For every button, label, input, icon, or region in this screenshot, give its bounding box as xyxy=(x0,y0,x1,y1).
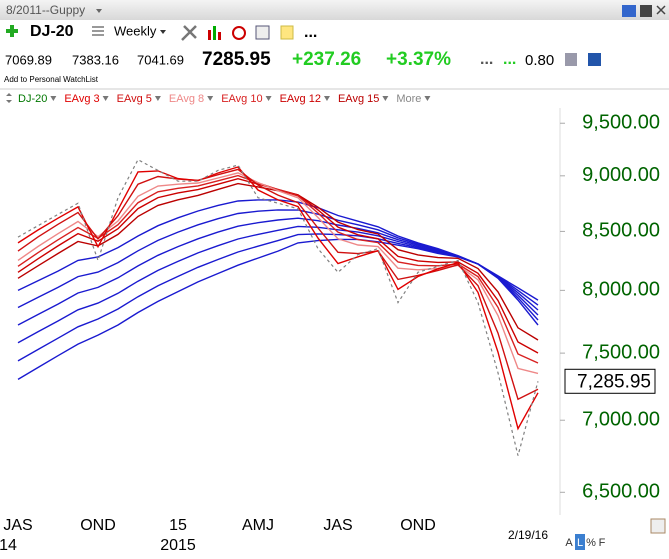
legend-arrow[interactable] xyxy=(6,93,12,103)
title-bar xyxy=(0,0,669,20)
x-tick-label: OND xyxy=(80,517,116,534)
edit-icon[interactable] xyxy=(650,518,666,534)
plot xyxy=(17,158,539,456)
period[interactable]: Weekly xyxy=(114,23,157,38)
db-icon[interactable] xyxy=(565,53,577,66)
legend-entry[interactable]: EAvg 10 xyxy=(221,93,262,105)
legend-entry[interactable]: EAvg 12 xyxy=(280,93,321,105)
average-line xyxy=(17,174,539,364)
legend-arrow[interactable] xyxy=(102,96,109,101)
y-tick-label: 7,000.00 xyxy=(582,409,660,431)
y-tick-label: 8,500.00 xyxy=(582,220,660,242)
legend-arrow[interactable] xyxy=(207,96,214,101)
y-tick-label: 6,500.00 xyxy=(582,481,660,503)
legend-arrow[interactable] xyxy=(50,96,57,101)
legend-arrow[interactable] xyxy=(323,96,330,101)
average-line xyxy=(17,217,539,326)
x-sublabel: 2015 xyxy=(160,537,196,554)
footer-button[interactable]: L xyxy=(577,537,583,549)
add-button[interactable] xyxy=(6,25,18,37)
symbol[interactable]: DJ-20 xyxy=(30,23,74,40)
x-tick-label: 2/19/16 xyxy=(508,528,548,542)
y-tick-label: 9,000.00 xyxy=(582,164,660,186)
x-tick-label: JAS xyxy=(3,517,32,534)
last-value-box xyxy=(564,368,656,394)
s-button[interactable] xyxy=(622,5,636,17)
legend-entry[interactable]: DJ-20 xyxy=(18,93,47,105)
list-icon[interactable] xyxy=(92,26,104,36)
close-button[interactable] xyxy=(656,5,666,15)
t-button[interactable] xyxy=(640,5,652,17)
y-tick-label: 8,000.00 xyxy=(582,279,660,301)
average-line xyxy=(17,182,539,341)
low: 7041.69 xyxy=(137,52,184,67)
high: 7383.16 xyxy=(72,52,119,67)
x-tick-label: 15 xyxy=(169,517,187,534)
y-tick-label: 9,500.00 xyxy=(582,112,660,134)
calc-icon[interactable] xyxy=(255,25,270,40)
footer-highlight xyxy=(575,534,585,550)
legend-entry[interactable]: EAvg 15 xyxy=(338,93,379,105)
last: 7285.95 xyxy=(202,49,271,70)
footer-button[interactable]: F xyxy=(599,537,606,549)
legend-entry[interactable]: EAvg 8 xyxy=(169,93,204,105)
dropdown-arrow[interactable] xyxy=(160,30,166,34)
footer-button[interactable]: A xyxy=(565,537,573,549)
legend: DJ-20 EAvg 3 EAvg 5 EAvg 8 EAvg 10 EAvg 12 EAv… xyxy=(6,93,431,105)
chart-icon[interactable] xyxy=(208,26,221,40)
tools-icon[interactable] xyxy=(181,25,197,41)
note-icon[interactable] xyxy=(280,25,294,40)
change: +237.26 xyxy=(292,49,361,70)
last-value-label: 7,285.95 xyxy=(577,371,651,392)
average-line xyxy=(17,168,539,401)
window-title[interactable]: 8/2011--Guppy xyxy=(6,3,85,17)
alarm-icon[interactable] xyxy=(232,26,246,40)
dots: ... xyxy=(503,51,516,68)
dots: ... xyxy=(480,51,493,68)
legend-more[interactable]: More xyxy=(396,93,421,105)
save-icon[interactable] xyxy=(588,53,601,66)
x-sublabel: 14 xyxy=(0,537,17,554)
open: 7069.89 xyxy=(5,52,52,67)
legend-arrow[interactable] xyxy=(424,96,431,101)
price-line xyxy=(17,158,539,456)
ratio: 0.80 xyxy=(525,52,554,69)
average-line xyxy=(17,199,539,301)
legend-entry[interactable]: EAvg 5 xyxy=(117,93,152,105)
x-tick-label: AMJ xyxy=(242,517,274,534)
y-tick-label: 7,500.00 xyxy=(582,341,660,363)
average-line xyxy=(17,166,539,431)
legend-arrow[interactable] xyxy=(382,96,389,101)
dropdown-arrow[interactable] xyxy=(96,9,102,13)
change-pct: +3.37% xyxy=(386,49,451,70)
legend-arrow[interactable] xyxy=(265,96,272,101)
average-line xyxy=(17,238,539,381)
x-tick-label: OND xyxy=(400,517,436,534)
x-tick-label: JAS xyxy=(323,517,352,534)
watchlist-link[interactable]: Add to Personal WatchList xyxy=(4,75,99,84)
footer: A L% F xyxy=(565,534,606,550)
more-tools[interactable]: ... xyxy=(304,24,317,41)
legend-entry[interactable]: EAvg 3 xyxy=(64,93,99,105)
footer-button[interactable]: % xyxy=(586,537,596,549)
legend-arrow[interactable] xyxy=(154,96,161,101)
